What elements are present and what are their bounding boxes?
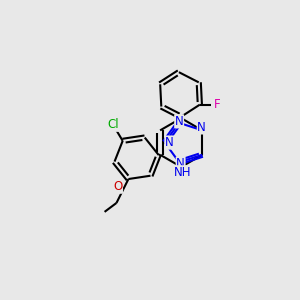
Text: F: F	[214, 98, 220, 110]
Text: N: N	[176, 157, 185, 170]
Text: N: N	[165, 136, 174, 149]
Text: N: N	[175, 115, 184, 128]
Text: NH: NH	[174, 166, 191, 179]
Text: O: O	[113, 180, 122, 193]
Text: Cl: Cl	[107, 118, 118, 131]
Text: N: N	[197, 121, 206, 134]
